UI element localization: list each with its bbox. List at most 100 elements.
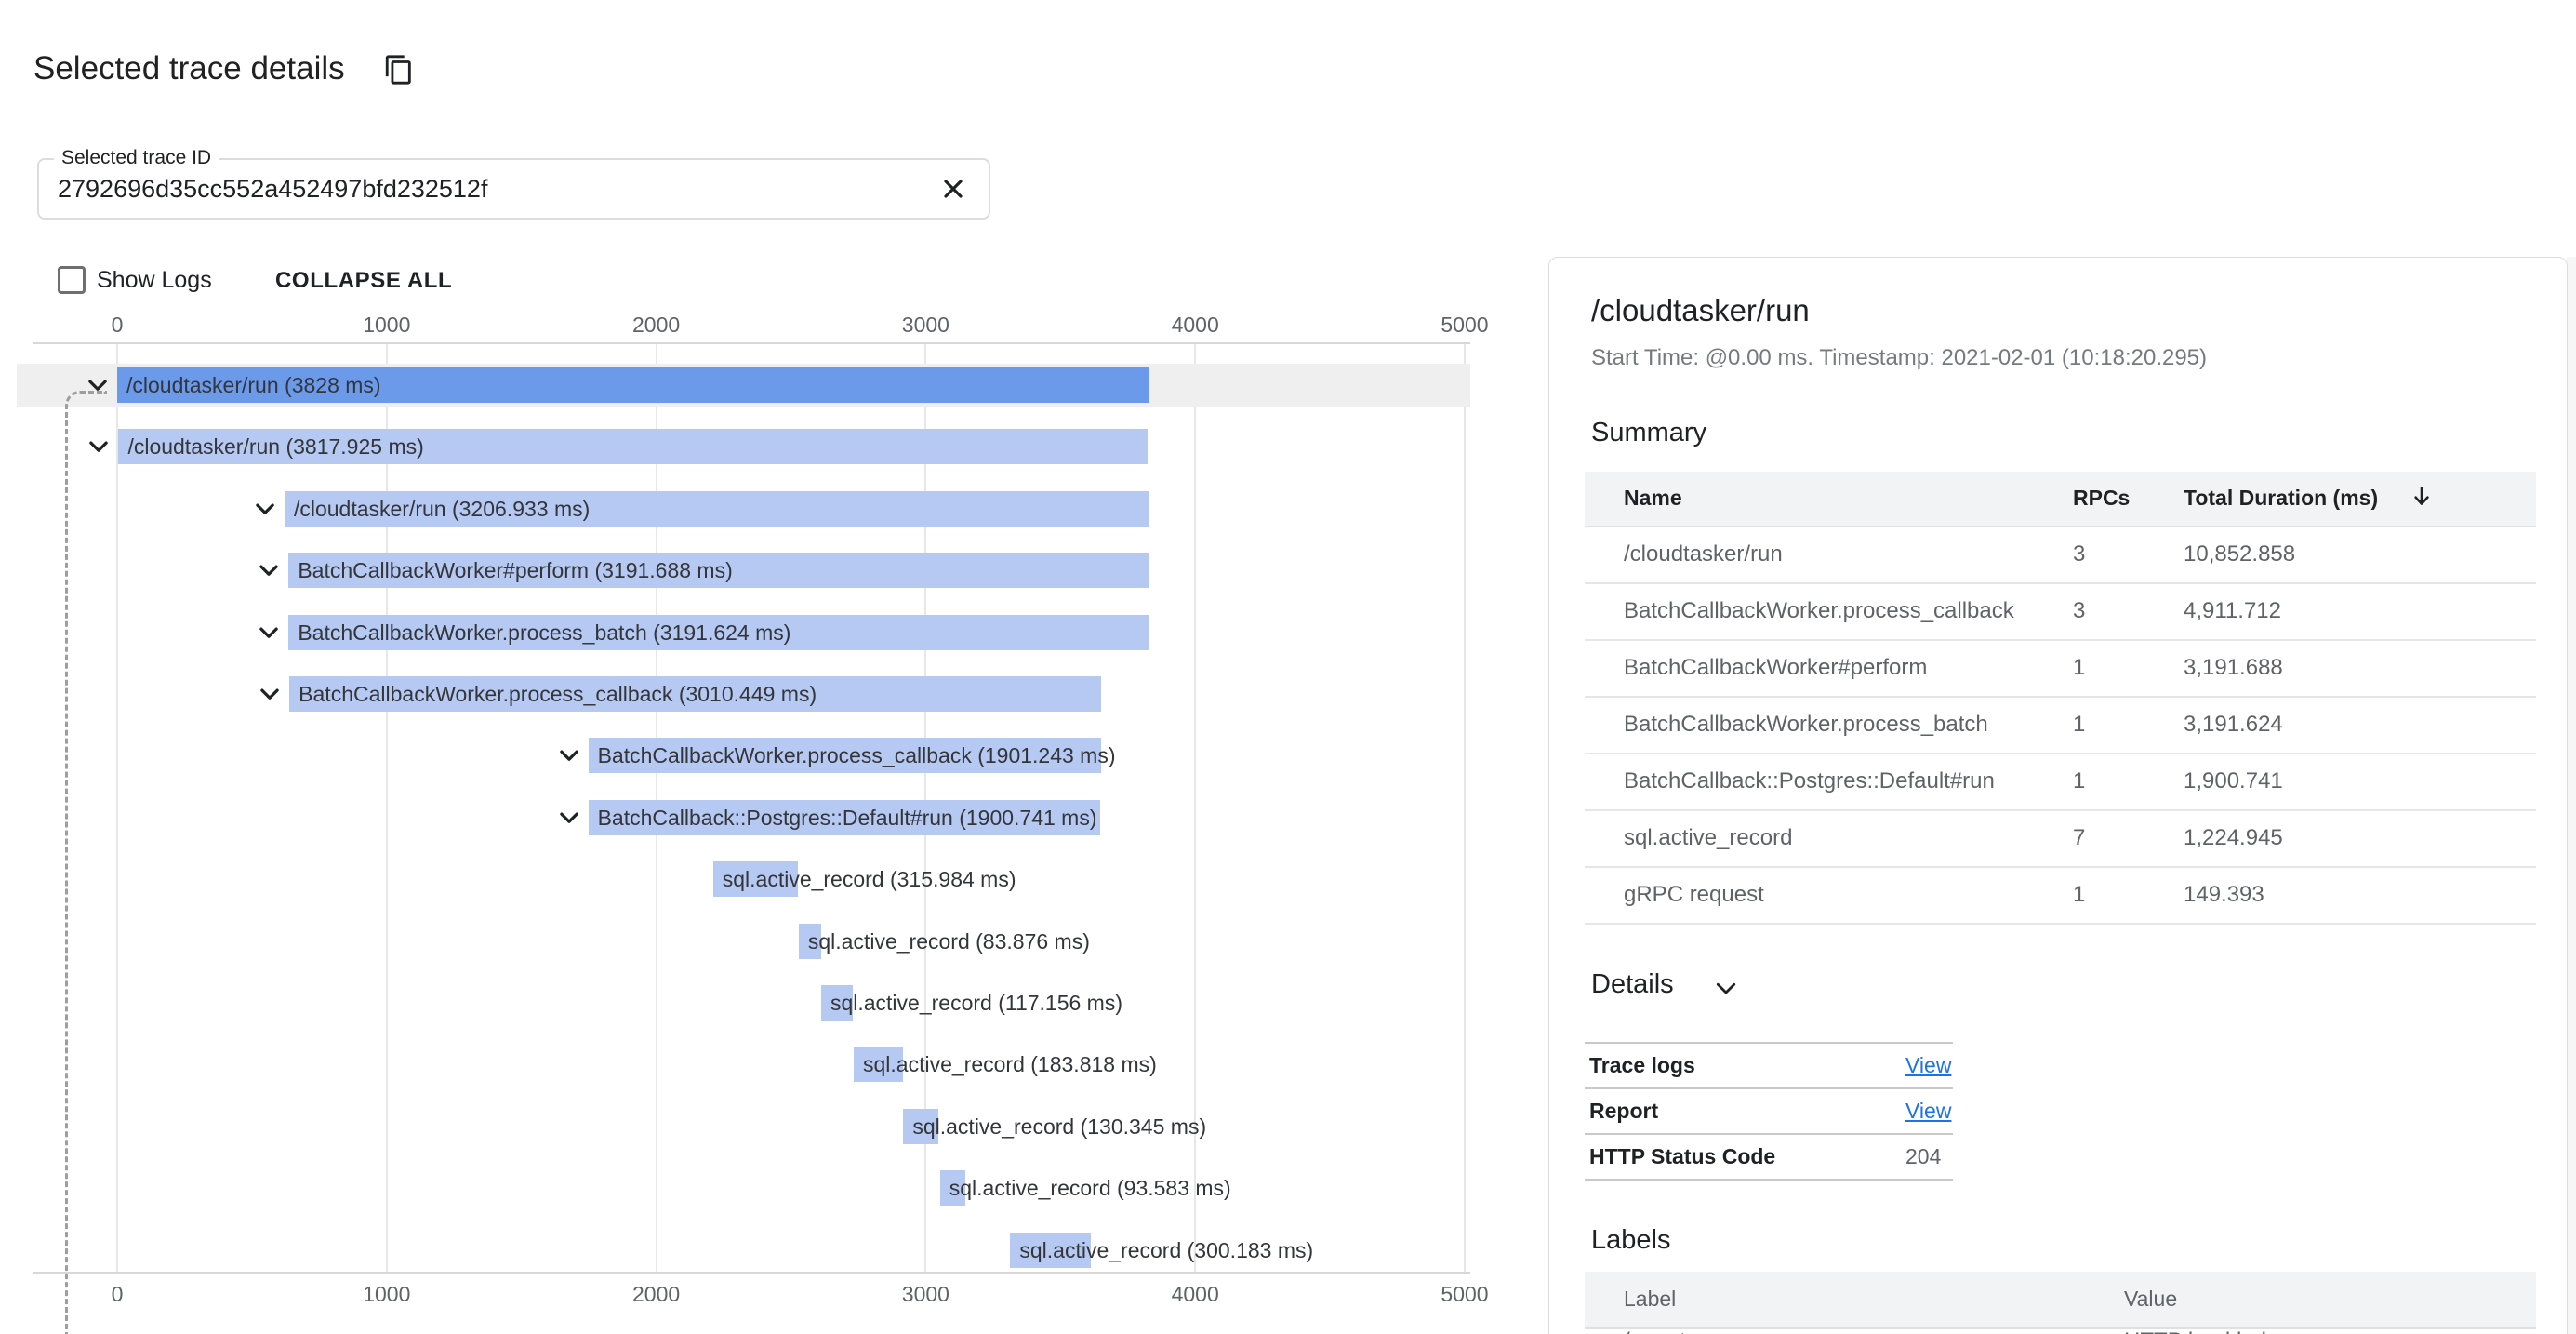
labels-cell-value: HTTP load balancer <box>2124 1327 2322 1334</box>
summary-cell-duration: 3,191.624 <box>2184 712 2283 737</box>
summary-col-rpcs: RPCs <box>2073 486 2131 510</box>
summary-cell-name: BatchCallbackWorker.process_callback <box>1624 598 2014 623</box>
summary-table-body: /cloudtasker/run 3 10,852.858 BatchCallback… <box>1585 527 2536 925</box>
span-bar[interactable] <box>117 367 1149 403</box>
view-link[interactable]: View <box>1905 1053 1952 1077</box>
span-bar[interactable] <box>939 1170 965 1207</box>
details-row-label: HTTP Status Code <box>1589 1144 1776 1168</box>
details-row: HTTP Status Code 204 <box>1585 1135 1953 1181</box>
summary-table-row[interactable]: gRPC request 1 149.393 <box>1585 868 2536 925</box>
span-label: /cloudtasker/run (3817.925 ms) <box>127 434 424 460</box>
summary-table-row[interactable]: sql.active_record 7 1,224.945 <box>1585 811 2536 868</box>
trace-id-field[interactable]: Selected trace ID 2792696d35cc552a452497… <box>37 147 990 220</box>
page-title: Selected trace details <box>33 50 345 87</box>
chevron-down-icon[interactable] <box>253 498 277 522</box>
summary-table-row[interactable]: BatchCallbackWorker.process_callback 3 4,9… <box>1585 584 2536 641</box>
clear-icon[interactable] <box>938 174 968 204</box>
show-logs-label: Show Logs <box>97 267 212 293</box>
trace-waterfall-chart: 0 0 1000 1000 2000 2000 3000 3000 4000 4000 5000 50… <box>0 307 1525 1334</box>
sort-descending-icon[interactable] <box>2409 484 2435 515</box>
summary-cell-name: /cloudtasker/run <box>1624 541 1783 567</box>
details-row-label: Report <box>1589 1099 1659 1123</box>
details-row-value: 204 <box>1905 1144 1942 1168</box>
summary-col-name: Name <box>1624 486 1682 510</box>
chevron-down-icon[interactable] <box>1712 974 1740 1002</box>
summary-cell-duration: 4,911.712 <box>2184 598 2281 623</box>
chevron-down-icon[interactable] <box>557 807 581 831</box>
span-bar[interactable] <box>903 1108 939 1144</box>
x-axis-top-tick: 4000 <box>1171 313 1219 337</box>
indent-guide-dotted-line <box>65 391 107 1334</box>
summary-table-row[interactable]: BatchCallbackWorker.process_batch 1 3,191.… <box>1585 698 2536 754</box>
summary-cell-duration: 10,852.858 <box>2184 541 2296 567</box>
span-bar[interactable] <box>820 985 853 1021</box>
page-background-gutter <box>2567 257 2576 1334</box>
span-bar[interactable] <box>588 738 1101 774</box>
summary-cell-name: sql.active_record <box>1624 825 1793 850</box>
labels-col-value: Value <box>2124 1287 2178 1311</box>
summary-cell-name: BatchCallbackWorker#perform <box>1624 655 1928 680</box>
summary-table-row[interactable]: BatchCallback::Postgres::Default#run 1 1,9… <box>1585 754 2536 811</box>
view-link[interactable]: View <box>1905 1099 1952 1123</box>
span-label: sql.active_record (300.183 ms) <box>1019 1237 1314 1262</box>
span-title: /cloudtasker/run <box>1591 293 1810 327</box>
gridline-1000 <box>385 342 388 1272</box>
span-label: sql.active_record (93.583 ms) <box>949 1176 1231 1201</box>
x-axis-line-bottom <box>33 1272 1470 1274</box>
span-label: /cloudtasker/run (3206.933 ms) <box>293 496 591 521</box>
span-bar[interactable] <box>284 490 1149 527</box>
gridline-4000 <box>1194 342 1197 1272</box>
chevron-down-icon[interactable] <box>258 683 282 707</box>
span-label: sql.active_record (83.876 ms) <box>807 928 1090 954</box>
x-axis-top-tick: 0 <box>111 313 124 337</box>
trace-id-value[interactable]: 2792696d35cc552a452497bfd232512f <box>58 175 488 203</box>
span-bar[interactable] <box>289 676 1101 712</box>
span-bar[interactable] <box>118 429 1148 465</box>
chevron-down-icon[interactable] <box>557 744 581 768</box>
span-label: sql.active_record (130.345 ms) <box>912 1114 1207 1139</box>
show-logs-checkbox[interactable] <box>58 266 86 294</box>
summary-col-duration[interactable]: Total Duration (ms) <box>2184 486 2379 510</box>
span-bar[interactable] <box>854 1047 904 1083</box>
chevron-down-icon[interactable] <box>86 435 111 460</box>
summary-cell-rpcs: 1 <box>2073 712 2086 737</box>
span-bar[interactable] <box>1010 1232 1092 1268</box>
gridline-5000 <box>1464 342 1466 1272</box>
x-axis-top-tick: 2000 <box>632 313 681 337</box>
details-row: Trace logs View <box>1585 1044 1953 1089</box>
span-bar[interactable] <box>288 614 1149 650</box>
summary-cell-name: BatchCallback::Postgres::Default#run <box>1624 768 1995 794</box>
summary-cell-duration: 149.393 <box>2184 882 2264 907</box>
summary-cell-rpcs: 1 <box>2073 655 2086 680</box>
summary-cell-rpcs: 1 <box>2073 882 2086 907</box>
chevron-down-icon[interactable] <box>257 621 281 646</box>
x-axis-bottom-tick: 1000 <box>363 1282 411 1306</box>
details-table: Trace logs View Report View HTTP Status Code… <box>1585 1042 1953 1181</box>
span-bar[interactable] <box>798 923 822 959</box>
span-bar[interactable] <box>288 553 1149 589</box>
summary-table-row[interactable]: BatchCallbackWorker#perform 1 3,191.688 <box>1585 641 2536 698</box>
summary-cell-rpcs: 3 <box>2073 541 2086 567</box>
summary-table-row[interactable]: /cloudtasker/run 3 10,852.858 <box>1585 527 2536 584</box>
summary-cell-rpcs: 3 <box>2073 598 2086 623</box>
labels-cell-label: /agent <box>1624 1327 1686 1334</box>
span-detail-panel: /cloudtasker/run Start Time: @0.00 ms. T… <box>1548 257 2568 1334</box>
span-bar[interactable] <box>588 799 1101 835</box>
copy-icon[interactable] <box>383 54 415 86</box>
span-bar[interactable] <box>712 861 799 898</box>
span-label: BatchCallbackWorker#perform (3191.688 ms… <box>298 558 733 583</box>
collapse-all-button[interactable]: COLLAPSE ALL <box>275 268 453 293</box>
span-start-time: Start Time: @0.00 ms. Timestamp: 2021-02… <box>1591 345 2208 370</box>
x-axis-top-tick: 3000 <box>901 313 949 337</box>
labels-table-row: /agent HTTP load balancer <box>1585 1327 2536 1334</box>
chevron-down-icon[interactable] <box>86 374 110 398</box>
summary-cell-name: gRPC request <box>1624 882 1764 907</box>
labels-heading: Labels <box>1591 1225 1671 1255</box>
summary-table-header: Name RPCs Total Duration (ms) <box>1585 472 2536 527</box>
trace-id-label: Selected trace ID <box>54 147 219 169</box>
chevron-down-icon[interactable] <box>257 559 281 583</box>
labels-col-label: Label <box>1624 1287 1677 1311</box>
labels-table-body: /agent HTTP load balancer <box>1585 1327 2536 1334</box>
span-label: sql.active_record (183.818 ms) <box>863 1052 1157 1077</box>
